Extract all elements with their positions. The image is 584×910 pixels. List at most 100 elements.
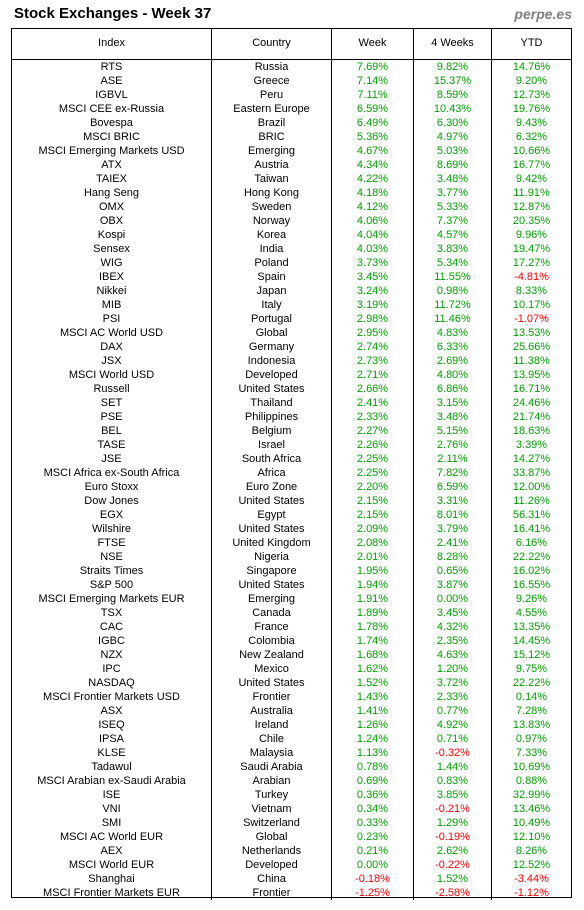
value-cell: 8.59%	[414, 88, 492, 102]
country-cell: Colombia	[212, 634, 332, 648]
value-cell: 6.59%	[414, 480, 492, 494]
value-cell: 3.73%	[332, 256, 414, 270]
table-row: IPC Mexico 1.62% 1.20% 9.75%	[12, 662, 571, 676]
table-row: ASE Greece 7.14% 15.37% 9.20%	[12, 74, 571, 88]
index-cell: AEX	[12, 844, 212, 858]
country-cell: Emerging	[212, 592, 332, 606]
value-cell: 13.46%	[512, 803, 551, 815]
value-cell: 9.96%	[515, 229, 548, 241]
value-cell: 10.17%	[512, 299, 551, 311]
country-cell: New Zealand	[212, 648, 332, 662]
value-cell: 4.04%	[332, 228, 414, 242]
table-row: DAX Germany 2.74% 6.33% 25.66%	[12, 340, 571, 354]
value-cell: 1.20%	[414, 662, 492, 676]
value-cell: 22.22%	[512, 551, 551, 563]
value-cell: 3.85%	[414, 788, 492, 802]
column-header: 4 Weeks	[414, 29, 492, 59]
value-cell: 4.97%	[414, 130, 492, 144]
value-cell: 1.74%	[332, 634, 414, 648]
value-cell: 0.88%	[515, 775, 548, 787]
country-cell: United Kingdom	[212, 536, 332, 550]
value-cell: 0.21%	[332, 844, 414, 858]
value-cell: 4.63%	[414, 648, 492, 662]
value-cell: 16.41%	[512, 523, 551, 535]
country-cell: China	[212, 872, 332, 886]
header-row: Index Country Week 4 Weeks YTD	[12, 29, 571, 60]
value-cell: 13.35%	[512, 621, 551, 633]
value-cell: 9.42%	[515, 173, 548, 185]
index-cell: MSCI Africa ex-South Africa	[12, 466, 212, 480]
index-cell: JSX	[12, 354, 212, 368]
country-cell: Japan	[212, 284, 332, 298]
value-cell: 10.49%	[512, 817, 551, 829]
country-cell: Poland	[212, 256, 332, 270]
table-row: ATX Austria 4.34% 8.69% 16.77%	[12, 158, 571, 172]
country-cell: Chile	[212, 732, 332, 746]
table-row: SMI Switzerland 0.33% 1.29% 10.49%	[12, 816, 571, 830]
value-cell: 0.83%	[414, 774, 492, 788]
value-cell: 0.97%	[515, 733, 548, 745]
index-cell: PSE	[12, 410, 212, 424]
country-cell: Turkey	[212, 788, 332, 802]
value-cell: 2.33%	[414, 690, 492, 704]
table-row: MSCI Frontier Markets USD Frontier 1.43% 2.…	[12, 690, 571, 704]
table-row: Kospi Korea 4.04% 4.57% 9.96%	[12, 228, 571, 242]
table-row: EGX Egypt 2.15% 8.01% 56.31%	[12, 508, 571, 522]
value-cell: 7.14%	[332, 74, 414, 88]
value-cell: 6.49%	[332, 116, 414, 130]
table-row: Hang Seng Hong Kong 4.18% 3.77% 11.91%	[12, 186, 571, 200]
table-row: OBX Norway 4.06% 7.37% 20.35%	[12, 214, 571, 228]
table-row: JSX Indonesia 2.73% 2.69% 11.38%	[12, 354, 571, 368]
value-cell: 2.25%	[332, 466, 414, 480]
country-cell: United States	[212, 676, 332, 690]
table-row: IGBC Colombia 1.74% 2.35% 14.45%	[12, 634, 571, 648]
value-cell: 1.29%	[414, 816, 492, 830]
country-cell: Brazil	[212, 116, 332, 130]
country-cell: BRIC	[212, 130, 332, 144]
index-cell: Shanghai	[12, 872, 212, 886]
index-cell: MSCI World USD	[12, 368, 212, 382]
index-cell: MSCI Frontier Markets USD	[12, 690, 212, 704]
value-cell: -2.58%	[414, 886, 492, 900]
table-row: ISEQ Ireland 1.26% 4.92% 13.83%	[12, 718, 571, 732]
index-cell: ASX	[12, 704, 212, 718]
index-cell: Tadawul	[12, 760, 212, 774]
value-cell: 1.44%	[414, 760, 492, 774]
value-cell: 14.27%	[512, 453, 551, 465]
value-cell: 22.22%	[512, 677, 551, 689]
table-row: MSCI AC World EUR Global 0.23% -0.19% 12.10%	[12, 830, 571, 844]
value-cell: 6.30%	[414, 116, 492, 130]
value-cell: -1.07%	[514, 313, 549, 325]
value-cell: 1.89%	[332, 606, 414, 620]
value-cell: 2.35%	[414, 634, 492, 648]
value-cell: 14.45%	[512, 635, 551, 647]
value-cell: 5.15%	[414, 424, 492, 438]
table-row: IBEX Spain 3.45% 11.55% -4.81%	[12, 270, 571, 284]
value-cell: 3.48%	[414, 410, 492, 424]
index-cell: FTSE	[12, 536, 212, 550]
value-cell: 0.00%	[332, 858, 414, 872]
index-cell: RTS	[12, 60, 212, 74]
value-cell: 2.25%	[332, 452, 414, 466]
value-cell: 3.39%	[515, 439, 548, 451]
table-row: TSX Canada 1.89% 3.45% 4.55%	[12, 606, 571, 620]
table-row: Tadawul Saudi Arabia 0.78% 1.44% 10.69%	[12, 760, 571, 774]
value-cell: 16.02%	[512, 565, 551, 577]
value-cell: 1.52%	[414, 872, 492, 886]
value-cell: 8.69%	[414, 158, 492, 172]
value-cell: -0.19%	[414, 830, 492, 844]
country-cell: Egypt	[212, 508, 332, 522]
table-row: ISE Turkey 0.36% 3.85% 32.99%	[12, 788, 571, 802]
value-cell: -0.21%	[414, 802, 492, 816]
value-cell: 5.36%	[332, 130, 414, 144]
value-cell: 4.03%	[332, 242, 414, 256]
country-cell: Sweden	[212, 200, 332, 214]
country-cell: Global	[212, 830, 332, 844]
index-cell: MSCI AC World USD	[12, 326, 212, 340]
value-cell: 25.66%	[512, 341, 551, 353]
country-cell: Germany	[212, 340, 332, 354]
table-row: MSCI World USD Developed 2.71% 4.80% 13.95%	[12, 368, 571, 382]
value-cell: 9.26%	[515, 593, 548, 605]
table-row: IPSA Chile 1.24% 0.71% 0.97%	[12, 732, 571, 746]
country-cell: Italy	[212, 298, 332, 312]
